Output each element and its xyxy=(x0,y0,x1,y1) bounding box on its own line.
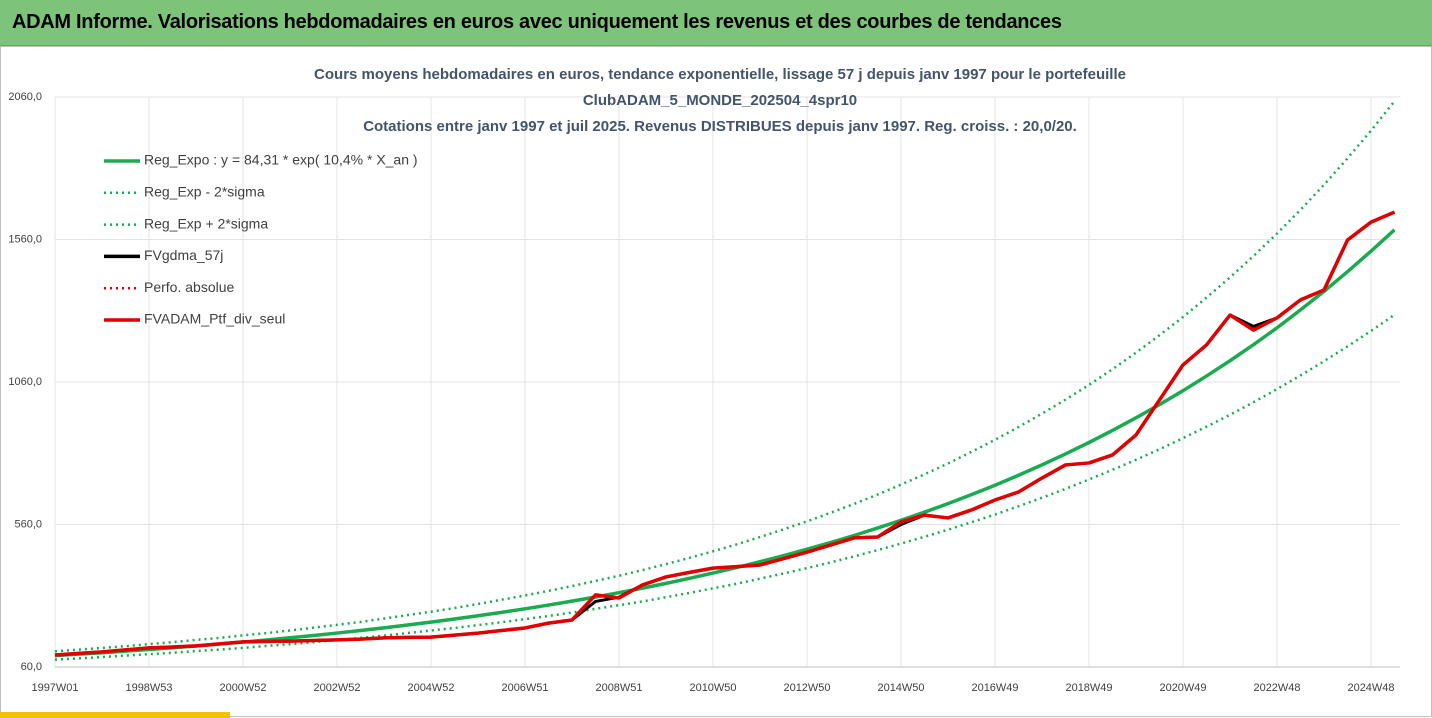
y-tick-label: 60,0 xyxy=(21,661,42,673)
series-line xyxy=(54,100,1396,653)
x-tick-label: 1998W53 xyxy=(125,682,172,694)
x-tick-label: 2024W48 xyxy=(1347,682,1394,694)
y-tick-label: 1560,0 xyxy=(8,233,42,245)
series-line xyxy=(54,228,1396,658)
header-bar: ADAM Informe. Valorisations hebdomadaire… xyxy=(0,0,1432,46)
x-tick-label: 2018W49 xyxy=(1065,682,1112,694)
x-tick-label: 1997W01 xyxy=(31,682,78,694)
chart-title: Cours moyens hebdomadaires en euros, ten… xyxy=(314,66,1126,83)
x-tick-label: 2002W52 xyxy=(313,682,360,694)
legend-label: FVgdma_57j xyxy=(144,247,223,263)
x-tick-label: 2022W48 xyxy=(1253,682,1300,694)
x-tick-label: 2008W51 xyxy=(595,682,642,694)
chart-title: Cotations entre janv 1997 et juil 2025. … xyxy=(363,118,1077,135)
series-line xyxy=(54,210,1396,657)
chart-title: ClubADAM_5_MONDE_202504_4spr10 xyxy=(583,92,857,109)
chart: 60,0 560,0 1060,0 1560,0 2060,0 1997W01 1998W5… xyxy=(0,46,1432,718)
series-line xyxy=(54,313,1396,661)
legend-label: Reg_Exp - 2*sigma xyxy=(144,184,265,200)
legend-label: Reg_Exp + 2*sigma xyxy=(144,215,268,231)
y-tick-label: 2060,0 xyxy=(8,91,42,103)
header-title: ADAM Informe. Valorisations hebdomadaire… xyxy=(12,11,1062,33)
x-tick-label: 2014W50 xyxy=(877,682,924,694)
x-tick-label: 2004W52 xyxy=(407,682,454,694)
x-tick-label: 2016W49 xyxy=(971,682,1018,694)
legend-label: Perfo. absolue xyxy=(144,279,234,295)
x-tick-label: 2020W49 xyxy=(1159,682,1206,694)
x-tick-label: 2006W51 xyxy=(501,682,548,694)
legend-label: Reg_Expo : y = 84,31 * exp( 10,4% * X_an… xyxy=(144,152,418,168)
y-tick-label: 560,0 xyxy=(14,518,42,530)
x-tick-label: 2010W50 xyxy=(689,682,736,694)
corner-accent xyxy=(0,712,230,718)
x-tick-label: 2000W52 xyxy=(219,682,266,694)
legend-label: FVADAM_Ptf_div_seul xyxy=(144,311,285,327)
x-tick-label: 2012W50 xyxy=(783,682,830,694)
y-tick-label: 1060,0 xyxy=(8,376,42,388)
